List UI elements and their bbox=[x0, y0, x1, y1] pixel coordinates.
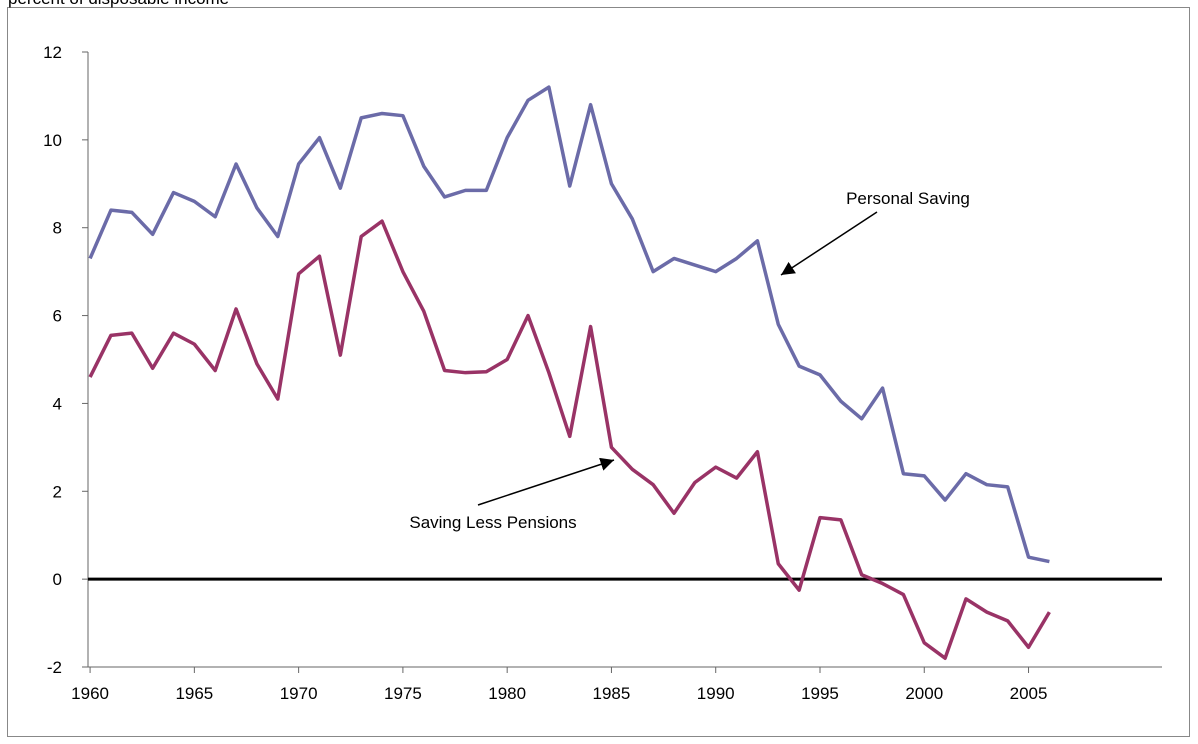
chart-subtitle: percent of disposable income bbox=[8, 0, 229, 8]
x-tick-label: 1985 bbox=[593, 684, 631, 703]
y-tick-label: 0 bbox=[53, 570, 62, 589]
y-tick-label: 10 bbox=[43, 131, 62, 150]
y-tick-label: 2 bbox=[53, 482, 62, 501]
x-tick-label: 1995 bbox=[801, 684, 839, 703]
y-tick-label: 4 bbox=[53, 394, 62, 413]
annotation-arrow bbox=[477, 457, 615, 506]
x-tick-label: 1960 bbox=[71, 684, 109, 703]
x-tick-label: 2005 bbox=[1010, 684, 1048, 703]
annotation: Saving Less Pensions bbox=[409, 513, 576, 532]
chart-frame bbox=[7, 7, 1190, 737]
y-tick-label: -2 bbox=[47, 658, 62, 677]
series-line bbox=[88, 219, 1051, 660]
x-tick-label: 1970 bbox=[280, 684, 318, 703]
y-tick-label: 12 bbox=[43, 43, 62, 62]
annotation-arrow bbox=[780, 211, 878, 276]
annotation: Personal Saving bbox=[846, 189, 970, 208]
x-tick-label: 1975 bbox=[384, 684, 422, 703]
series-line bbox=[88, 85, 1050, 564]
x-tick-label: 2000 bbox=[905, 684, 943, 703]
x-tick-label: 1980 bbox=[488, 684, 526, 703]
x-tick-label: 1990 bbox=[697, 684, 735, 703]
y-tick-label: 8 bbox=[53, 219, 62, 238]
y-tick-label: 6 bbox=[53, 307, 62, 326]
x-tick-label: 1965 bbox=[175, 684, 213, 703]
